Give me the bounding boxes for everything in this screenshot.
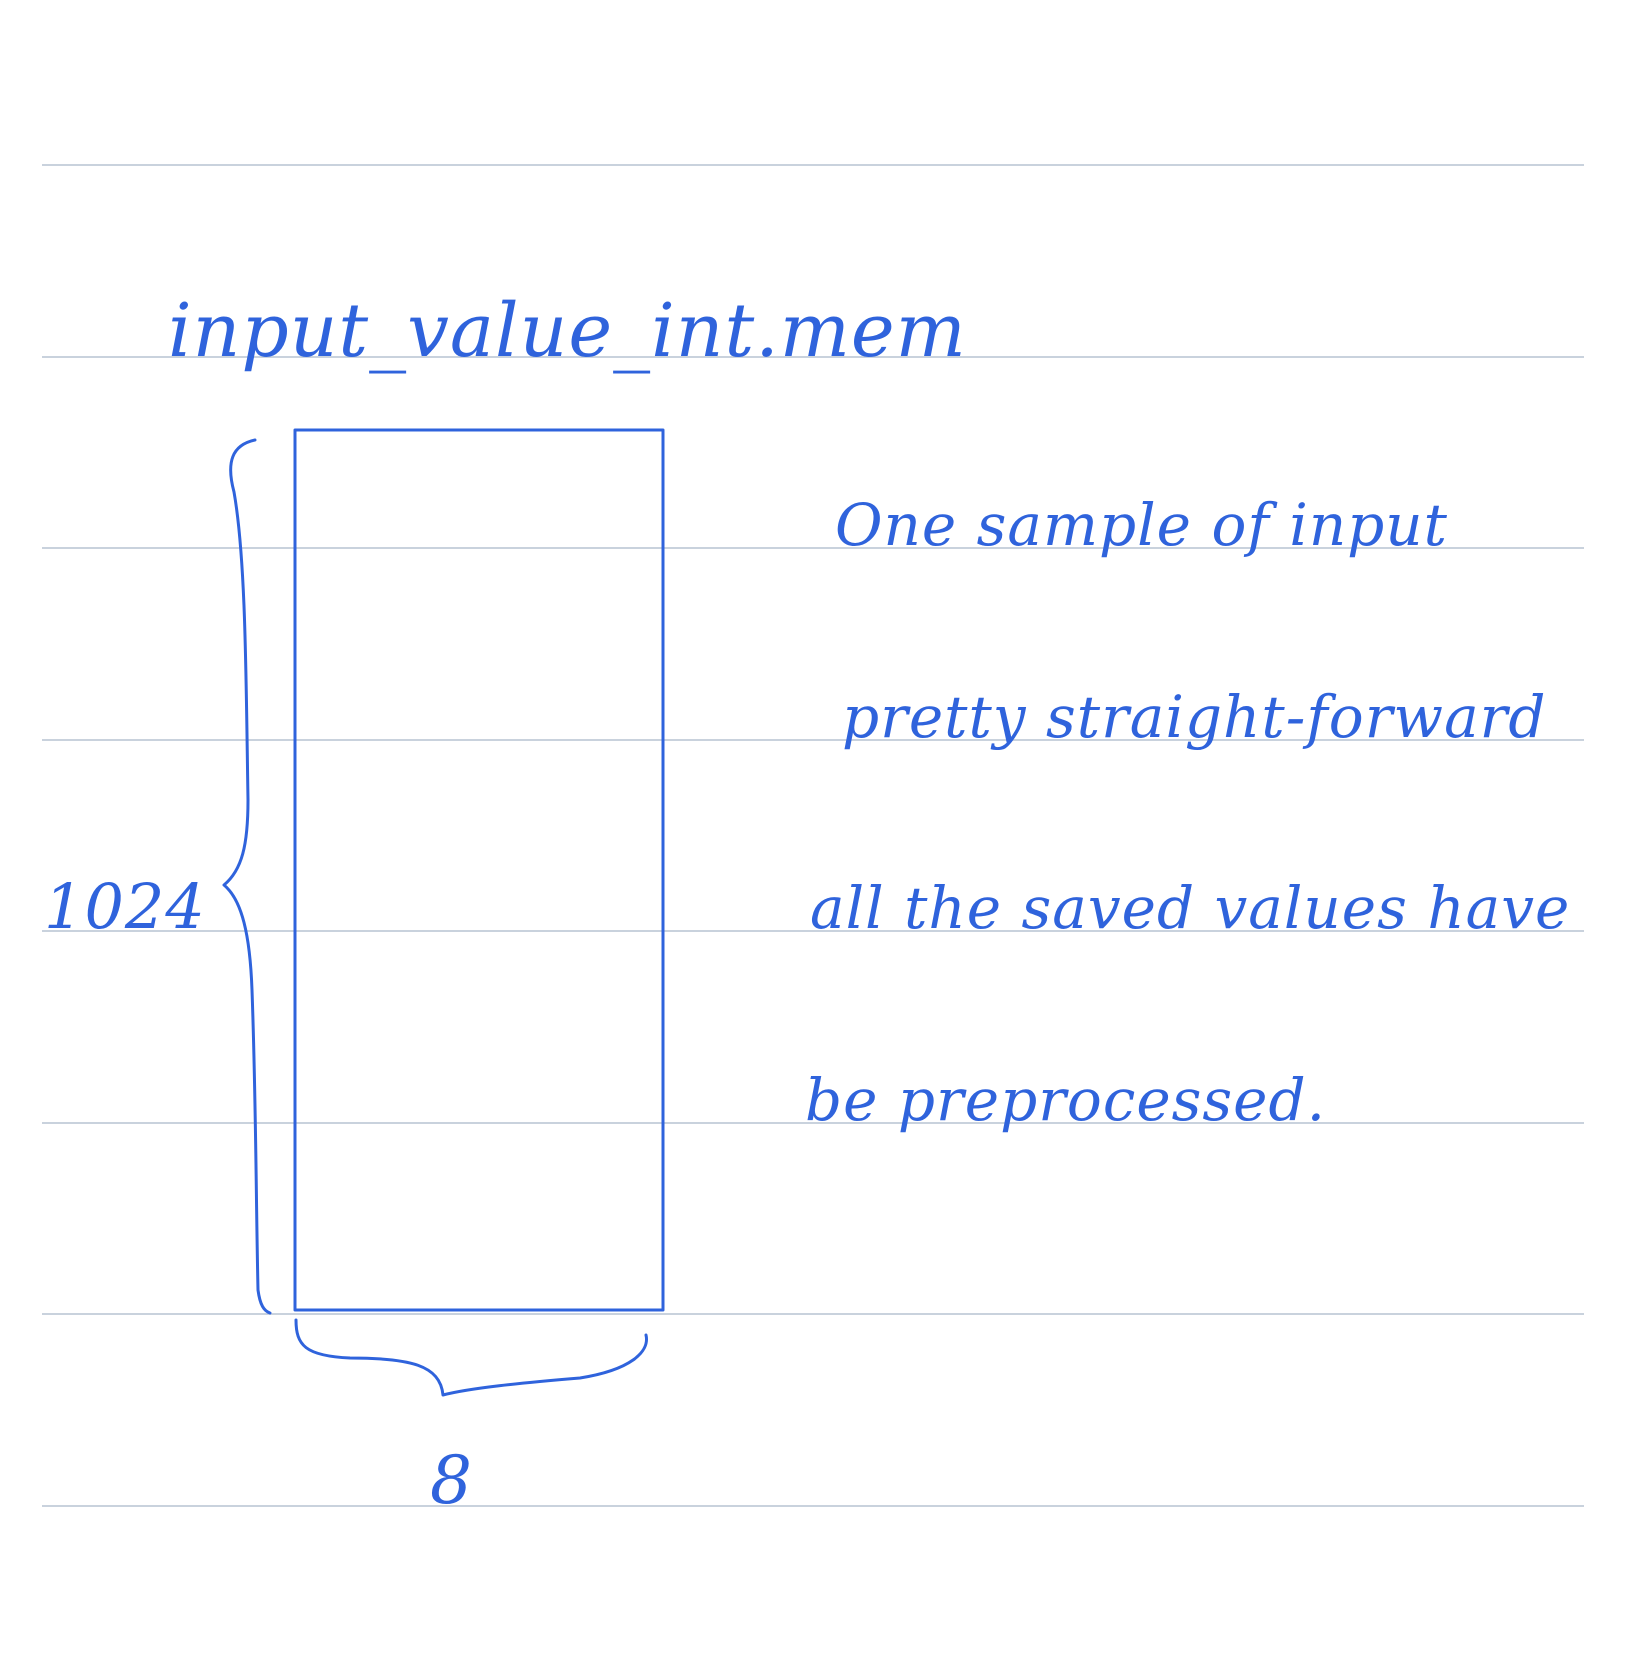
ruled-line — [42, 739, 1584, 741]
ruled-line — [42, 1505, 1584, 1507]
note-line: all the saved values have — [810, 874, 1570, 942]
height-label: 1024 — [44, 870, 206, 943]
ruled-line — [42, 1313, 1584, 1315]
memory-block — [293, 428, 665, 1312]
ruled-line — [42, 930, 1584, 932]
width-brace — [294, 1318, 648, 1397]
ruled-line — [42, 164, 1584, 166]
note-line: be preprocessed. — [805, 1066, 1326, 1134]
ruled-line — [42, 356, 1584, 358]
height-brace — [222, 438, 272, 1315]
width-label: 8 — [430, 1442, 473, 1519]
note-line: One sample of input — [835, 491, 1448, 559]
note-line: pretty straight-forward — [842, 683, 1547, 751]
memory-file-title: input_value_int.mem — [168, 288, 967, 374]
ruled-line — [42, 547, 1584, 549]
ruled-line — [42, 1122, 1584, 1124]
